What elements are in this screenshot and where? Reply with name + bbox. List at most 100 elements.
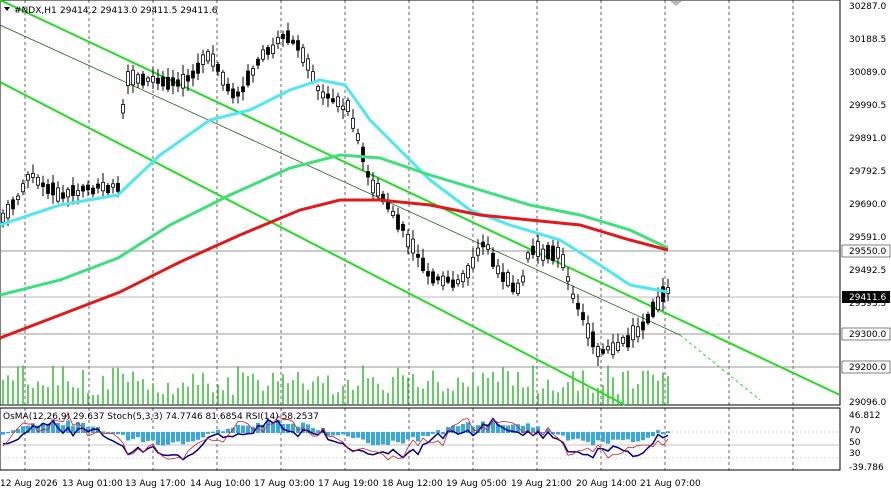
osma-bar	[326, 432, 330, 436]
price-axis-label: 29990.5	[849, 101, 886, 111]
candle-body	[641, 321, 645, 331]
osma-bar	[141, 432, 145, 443]
candle-body	[661, 286, 665, 302]
candle-body	[156, 77, 160, 84]
candle-body	[656, 296, 660, 311]
candle-body	[61, 192, 65, 199]
osma-bar	[651, 432, 655, 437]
ma-slow-line	[0, 198, 669, 340]
chevron-down-icon[interactable]	[4, 7, 10, 11]
time-axis-label: 14 Aug 10:00	[190, 479, 251, 489]
trend-channels	[0, 0, 841, 406]
time-axis-label: 19 Aug 21:00	[511, 479, 572, 489]
candle-body	[86, 184, 90, 191]
candle-body	[651, 301, 655, 317]
candle-body	[631, 325, 635, 341]
candle-body	[216, 63, 220, 72]
price-axis-label: 29591.0	[849, 233, 886, 243]
price-axis-label: 30089.0	[849, 68, 886, 78]
osma-bar	[246, 425, 250, 433]
osma-bar	[631, 432, 635, 443]
osma-bar	[636, 432, 640, 442]
osma-bar	[61, 425, 65, 433]
time-axis-label: 19 Aug 05:00	[446, 479, 507, 489]
osma-bar	[386, 432, 390, 445]
candle-body	[241, 86, 245, 93]
ma-fast-line	[0, 78, 669, 294]
osma-bar	[121, 432, 125, 435]
osma-bar	[396, 432, 400, 443]
osma-bar	[51, 419, 55, 433]
candle-body	[226, 83, 230, 92]
osma-bar	[286, 423, 290, 433]
candle-body	[111, 183, 115, 188]
candle-body	[176, 79, 180, 87]
osma-bar	[351, 432, 355, 439]
osma-bar	[31, 423, 35, 433]
osma-bar	[16, 428, 20, 433]
candle-body	[626, 335, 630, 348]
candle-body	[436, 276, 440, 281]
osma-bar	[576, 432, 580, 439]
candle-body	[131, 69, 135, 86]
osma-bar	[626, 432, 630, 440]
osma-bar	[561, 432, 565, 436]
price-axis-label: 29393.5	[849, 299, 886, 309]
indicator-header: OsMA(12,26,9) 29.637 Stoch(5,3,3) 74.774…	[3, 412, 319, 422]
candle-body	[456, 279, 460, 285]
osma-bar	[171, 432, 175, 443]
indicator-axis-label: 46.812	[849, 411, 881, 421]
osma-bar	[501, 425, 505, 433]
osma-bar	[306, 424, 310, 433]
indicator-axis-label: -39.786	[849, 463, 884, 473]
candle-body	[521, 275, 525, 283]
symbol-header: #NDX,H1 29414.2 29413.0 29411.5 29411.6	[4, 6, 218, 16]
osma-bar	[206, 432, 210, 434]
osma-bar	[26, 425, 30, 433]
time-axis-label: 17 Aug 03:00	[254, 479, 315, 489]
candle-body	[166, 76, 170, 90]
osma-bar	[336, 432, 340, 436]
osma-bar	[331, 432, 335, 436]
chart-shift-marker-icon[interactable]	[670, 1, 682, 6]
osma-bar	[461, 424, 465, 433]
candle-body	[361, 146, 365, 162]
time-axis-label: 20 Aug 14:00	[576, 479, 637, 489]
osma-bar	[361, 432, 365, 440]
moving-averages	[0, 78, 669, 340]
candle-body	[51, 182, 55, 196]
candle-body	[206, 51, 210, 62]
osma-bar	[236, 424, 240, 433]
osma-bar	[406, 432, 410, 440]
ma-mid-line	[0, 153, 669, 297]
osma-bar	[371, 432, 375, 446]
osma-bar	[191, 432, 195, 442]
osma-bar	[491, 419, 495, 433]
candle-body	[506, 272, 510, 286]
candle-body	[566, 276, 570, 282]
candle-body	[11, 199, 15, 210]
osma-bar	[196, 432, 200, 440]
candle-body	[556, 246, 560, 259]
candle-body	[301, 47, 305, 63]
candle-body	[646, 313, 650, 324]
osma-bar	[521, 425, 525, 433]
candle-body	[1, 212, 5, 223]
osma-bar	[71, 426, 75, 433]
osma-bar	[551, 432, 555, 435]
osma-bar	[511, 424, 515, 433]
candle-body	[621, 336, 625, 344]
osma-bar	[41, 422, 45, 433]
candle-body	[571, 293, 575, 299]
osma-bar	[591, 432, 595, 446]
osma-bar	[641, 432, 645, 441]
candle-body	[491, 252, 495, 267]
osma-bar	[261, 424, 265, 433]
indicator-axis: 46.812 70 50 30 -39.786	[849, 411, 884, 473]
price-tag-label: 29550.0	[849, 247, 886, 257]
osma-bar	[566, 432, 570, 441]
candle-body	[351, 117, 355, 129]
osma-bar	[366, 432, 370, 444]
osma-bar	[436, 430, 440, 433]
